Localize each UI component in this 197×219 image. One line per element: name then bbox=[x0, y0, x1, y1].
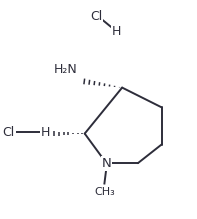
Text: H: H bbox=[41, 126, 50, 139]
Text: H: H bbox=[112, 25, 121, 38]
Text: N: N bbox=[101, 157, 111, 170]
Text: Cl: Cl bbox=[3, 126, 15, 139]
Text: H₂N: H₂N bbox=[54, 63, 78, 76]
Text: CH₃: CH₃ bbox=[94, 187, 115, 197]
Text: Cl: Cl bbox=[90, 10, 103, 23]
